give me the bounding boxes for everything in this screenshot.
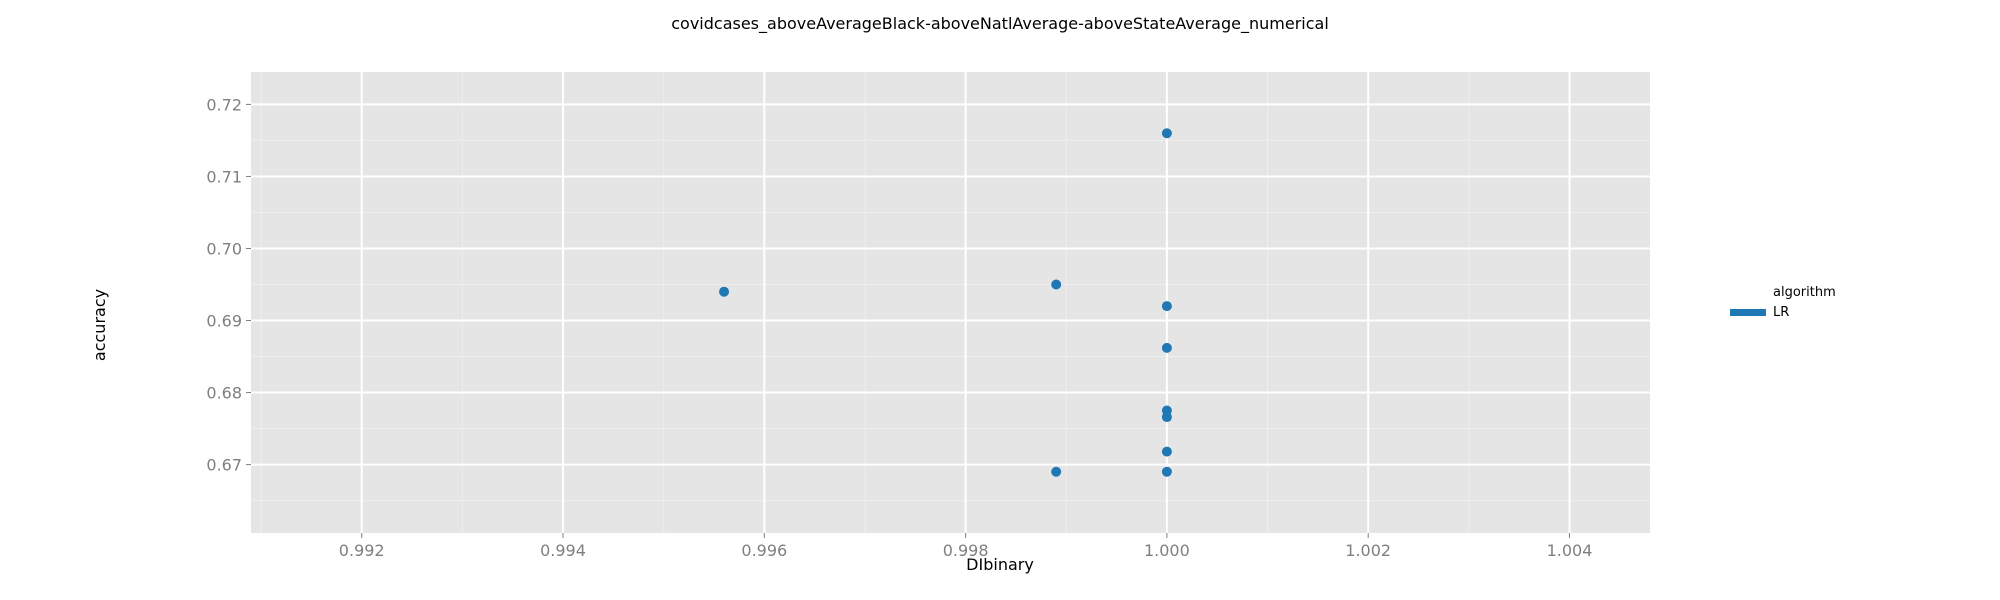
- y-tick-label: 0.67: [206, 456, 242, 475]
- x-tick-label: 0.994: [540, 541, 586, 560]
- data-points: [719, 128, 1172, 477]
- y-tick-label: 0.69: [206, 312, 242, 331]
- y-tick-label: 0.72: [206, 95, 242, 114]
- legend: algorithm LR: [1730, 285, 1836, 320]
- x-tick-label: 0.996: [741, 541, 787, 560]
- x-axis-ticks: 0.992 0.994 0.996 0.998 1.000 1.002 1.004: [339, 533, 1593, 560]
- legend-label-lr: LR: [1773, 305, 1789, 320]
- chart-title: covidcases_aboveAverageBlack-aboveNatlAv…: [671, 14, 1329, 34]
- data-point: [1051, 466, 1062, 477]
- x-axis-label: DIbinary: [966, 555, 1034, 574]
- x-tick-label: 0.992: [339, 541, 385, 560]
- grid-major: [251, 72, 1650, 533]
- y-tick-label: 0.68: [206, 384, 242, 403]
- data-point: [1161, 466, 1172, 477]
- grid-minor: [251, 72, 1650, 533]
- y-axis-label: accuracy: [90, 289, 109, 361]
- legend-title: algorithm: [1773, 285, 1836, 300]
- legend-swatch-lr: [1730, 309, 1766, 316]
- y-tick-label: 0.70: [206, 239, 242, 258]
- data-point: [1161, 301, 1172, 312]
- data-point: [1161, 128, 1172, 139]
- y-axis-ticks: 0.67 0.68 0.69 0.70 0.71 0.72: [206, 95, 251, 475]
- x-tick-label: 1.000: [1144, 541, 1190, 560]
- data-point: [1161, 446, 1172, 457]
- y-tick-label: 0.71: [206, 167, 242, 186]
- data-point: [719, 286, 730, 297]
- plot-panel: [251, 72, 1650, 533]
- x-tick-label: 1.004: [1547, 541, 1593, 560]
- x-tick-label: 0.998: [943, 541, 989, 560]
- x-tick-label: 1.002: [1345, 541, 1391, 560]
- data-point: [1051, 279, 1062, 290]
- data-point: [1161, 412, 1172, 423]
- data-point: [1161, 342, 1172, 353]
